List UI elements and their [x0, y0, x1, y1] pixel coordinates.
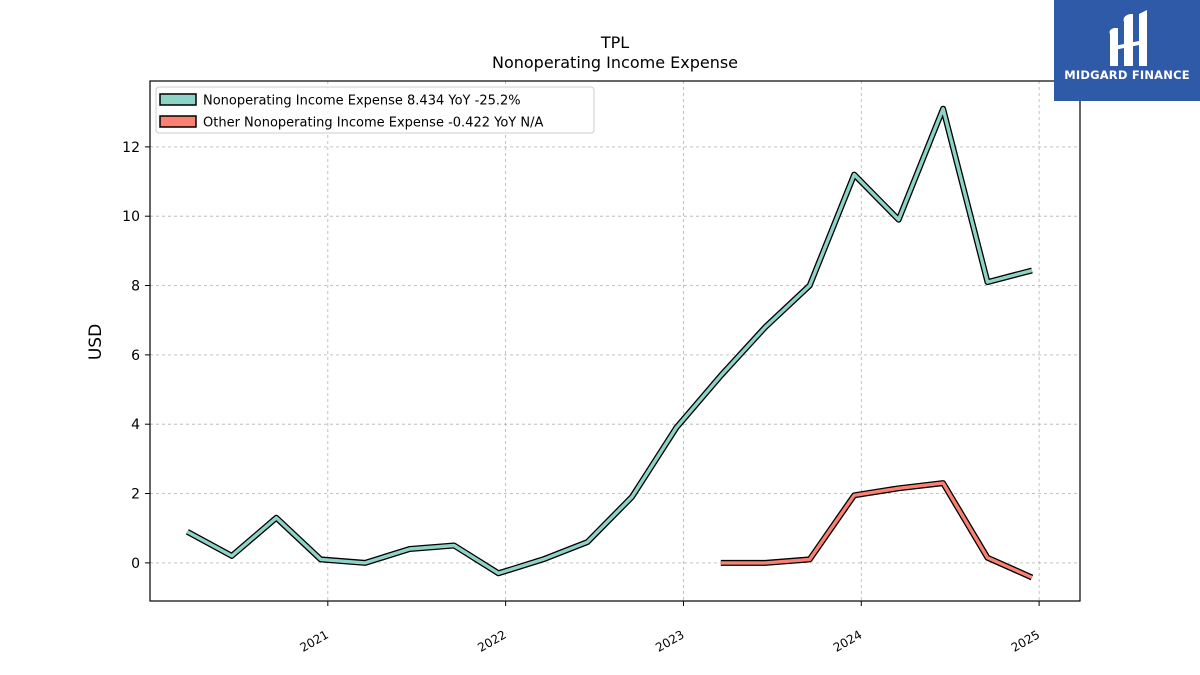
legend-label-nonoperating: Nonoperating Income Expense 8.434 YoY -2…	[203, 94, 521, 109]
y-axis-ticks: 0 2 4 6 8 10 12	[122, 140, 150, 572]
series-lines	[185, 105, 1034, 581]
midgard-finance-logo: MIDGARD FINANCE	[1054, 0, 1200, 101]
y-tick-label: 2	[131, 487, 140, 503]
y-tick-label: 4	[131, 417, 140, 433]
legend-swatch-other	[159, 115, 197, 128]
y-tick-label: 10	[122, 209, 140, 225]
series-line-nonoperating	[186, 106, 1033, 575]
y-axis-label: USD	[86, 324, 106, 360]
x-tick-label: 2024	[831, 627, 864, 654]
legend: Nonoperating Income Expense 8.434 YoY -2…	[155, 86, 595, 134]
plot-area-frame	[149, 80, 1081, 602]
chart-title: TPL	[600, 33, 629, 52]
legend-box	[155, 86, 595, 134]
x-tick-label: 2025	[1009, 627, 1042, 654]
x-tick-label: 2021	[297, 627, 330, 654]
series-outline-nonoperating	[185, 105, 1033, 577]
legend-label-other: Other Nonoperating Income Expense -0.422…	[203, 116, 543, 131]
x-axis-ticks: 2021 2022 2023 2024 2025	[297, 601, 1042, 655]
y-tick-label: 12	[122, 140, 140, 156]
series-line-other	[720, 481, 1033, 580]
legend-swatch-nonoperating	[159, 93, 197, 106]
y-tick-label: 0	[131, 556, 140, 572]
x-tick-label: 2022	[475, 627, 508, 654]
y-tick-label: 6	[131, 348, 140, 364]
x-tick-label: 2023	[653, 627, 686, 654]
y-tick-label: 8	[131, 279, 140, 295]
logo-mark-icon	[1109, 10, 1147, 66]
chart-subtitle: Nonoperating Income Expense	[492, 53, 738, 72]
grid-lines	[150, 81, 1080, 601]
logo-text: MIDGARD FINANCE	[1064, 68, 1190, 82]
